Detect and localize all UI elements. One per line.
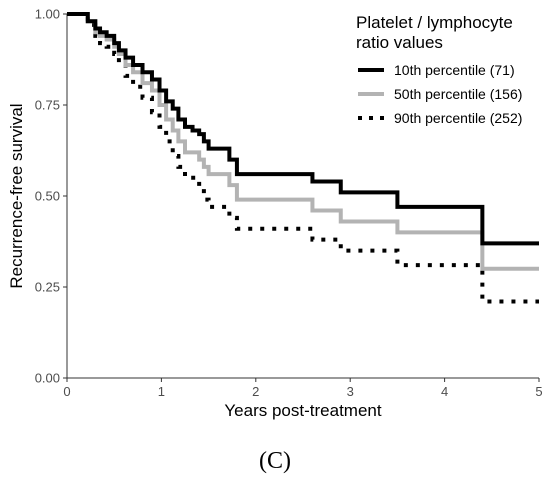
y-axis-label: Recurrence-free survival [7, 103, 26, 288]
legend-label: 10th percentile (71) [394, 62, 515, 78]
y-tick-label: 0.75 [35, 98, 60, 113]
legend-title-line-1: Platelet / lymphocyte [356, 13, 513, 32]
legend-label: 90th percentile (252) [394, 110, 522, 126]
x-tick-label: 3 [347, 384, 354, 399]
x-tick-label: 0 [63, 384, 70, 399]
survival-curve-p50 [67, 12, 539, 271]
y-tick-label: 0.25 [35, 280, 60, 295]
x-tick-label: 4 [441, 384, 448, 399]
survival-curve-p10 [67, 12, 539, 246]
panel-label: (C) [259, 448, 291, 474]
x-tick-label: 1 [158, 384, 165, 399]
legend-title-line-2: ratio values [356, 33, 443, 52]
legend-items: 10th percentile (71) 50th percentile (156… [358, 62, 522, 126]
y-tick-label: 0.50 [35, 189, 60, 204]
x-axis-label: Years post-treatment [224, 401, 381, 420]
x-tick-label: 2 [252, 384, 259, 399]
legend-label: 50th percentile (156) [394, 86, 522, 102]
series-layer [67, 12, 539, 304]
y-tick-label: 0.00 [35, 371, 60, 386]
y-tick-label: 1.00 [35, 7, 60, 22]
legend: Platelet / lymphocyte ratio values 10th … [356, 13, 522, 126]
x-tick-label: 5 [535, 384, 542, 399]
survival-chart: 0 1 2 3 4 5 0.00 0.25 0.50 0.75 1.00 Years post-t… [7, 7, 543, 421]
y-ticks: 0.00 0.25 0.50 0.75 1.00 [35, 7, 67, 386]
survival-curve-p90 [67, 12, 539, 304]
x-ticks: 0 1 2 3 4 5 [63, 378, 543, 399]
